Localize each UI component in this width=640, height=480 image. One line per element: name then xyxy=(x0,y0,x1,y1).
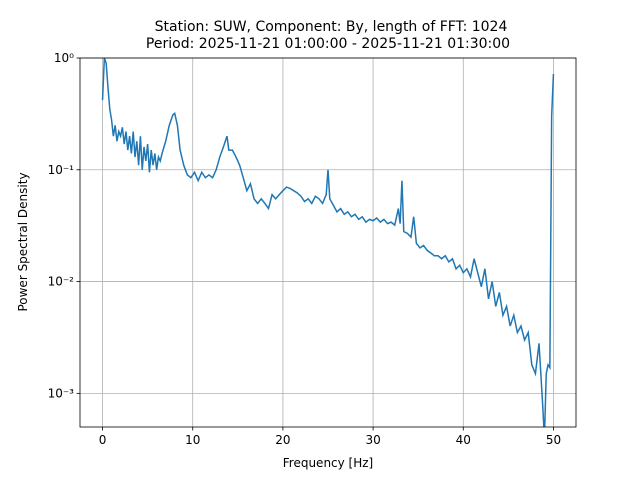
y-tick-label: 10⁻² xyxy=(48,275,75,289)
x-tick-label: 0 xyxy=(99,433,107,447)
plot-frame xyxy=(79,57,577,428)
chart-subtitle: Period: 2025-11-21 01:00:00 - 2025-11-21… xyxy=(146,36,510,52)
y-tick-label: 10⁻³ xyxy=(48,386,75,400)
x-tick-label: 30 xyxy=(365,433,380,447)
x-axis-label: Frequency [Hz] xyxy=(283,456,374,470)
x-tick-label: 50 xyxy=(546,433,561,447)
chart-title: Station: SUW, Component: By, length of F… xyxy=(155,19,508,35)
y-axis-label: Power Spectral Density xyxy=(16,172,30,311)
x-tick-label: 40 xyxy=(456,433,471,447)
x-tick-label: 20 xyxy=(275,433,290,447)
y-tick-label: 10⁻¹ xyxy=(48,163,75,177)
data-line xyxy=(101,58,555,427)
y-tick-label: 10⁰ xyxy=(54,51,74,65)
x-tick-label: 10 xyxy=(185,433,200,447)
